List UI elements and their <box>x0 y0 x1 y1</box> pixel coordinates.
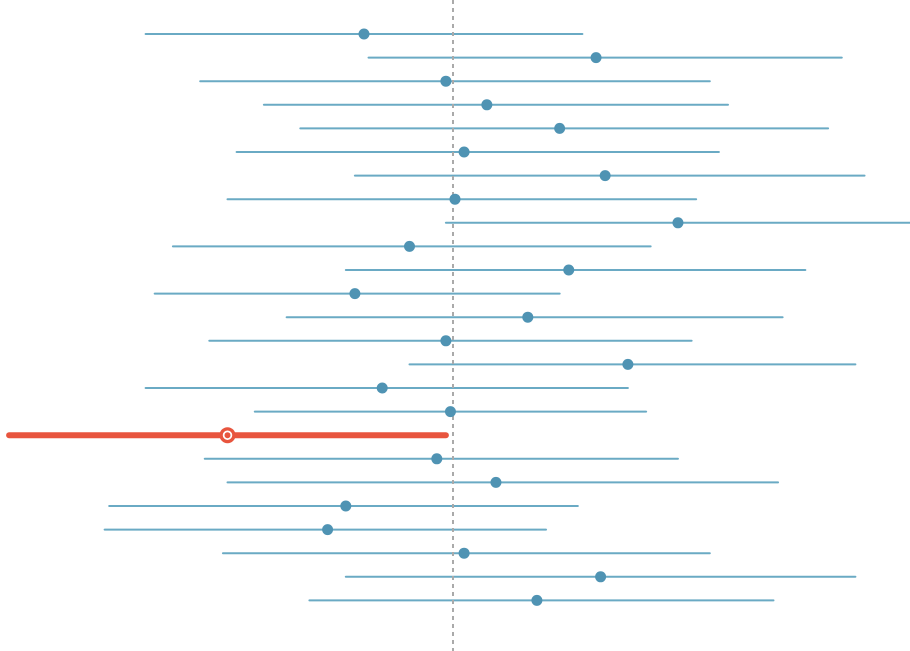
estimate-point <box>531 594 543 606</box>
estimate-point <box>590 52 602 64</box>
estimate-point <box>458 547 470 559</box>
estimate-point <box>431 453 443 465</box>
estimate-point <box>599 170 611 182</box>
estimate-point <box>440 335 452 347</box>
estimate-point <box>490 476 502 488</box>
estimate-point <box>322 524 334 536</box>
estimate-point <box>444 406 456 418</box>
estimate-point <box>554 122 566 134</box>
estimate-point <box>458 146 470 158</box>
estimate-point <box>376 382 388 394</box>
estimate-point <box>404 240 415 252</box>
estimate-point <box>358 28 370 40</box>
estimate-point <box>349 288 361 300</box>
estimate-point <box>563 264 575 276</box>
highlighted-point <box>224 432 231 439</box>
estimate-point <box>595 571 607 583</box>
estimate-point <box>340 500 352 512</box>
points-group <box>219 28 684 606</box>
estimate-point <box>622 358 634 370</box>
estimate-point <box>672 217 684 229</box>
estimate-point <box>449 193 461 205</box>
estimate-point <box>481 99 493 111</box>
intervals-group <box>6 33 910 602</box>
estimate-point <box>440 75 452 87</box>
estimate-point <box>522 311 534 323</box>
